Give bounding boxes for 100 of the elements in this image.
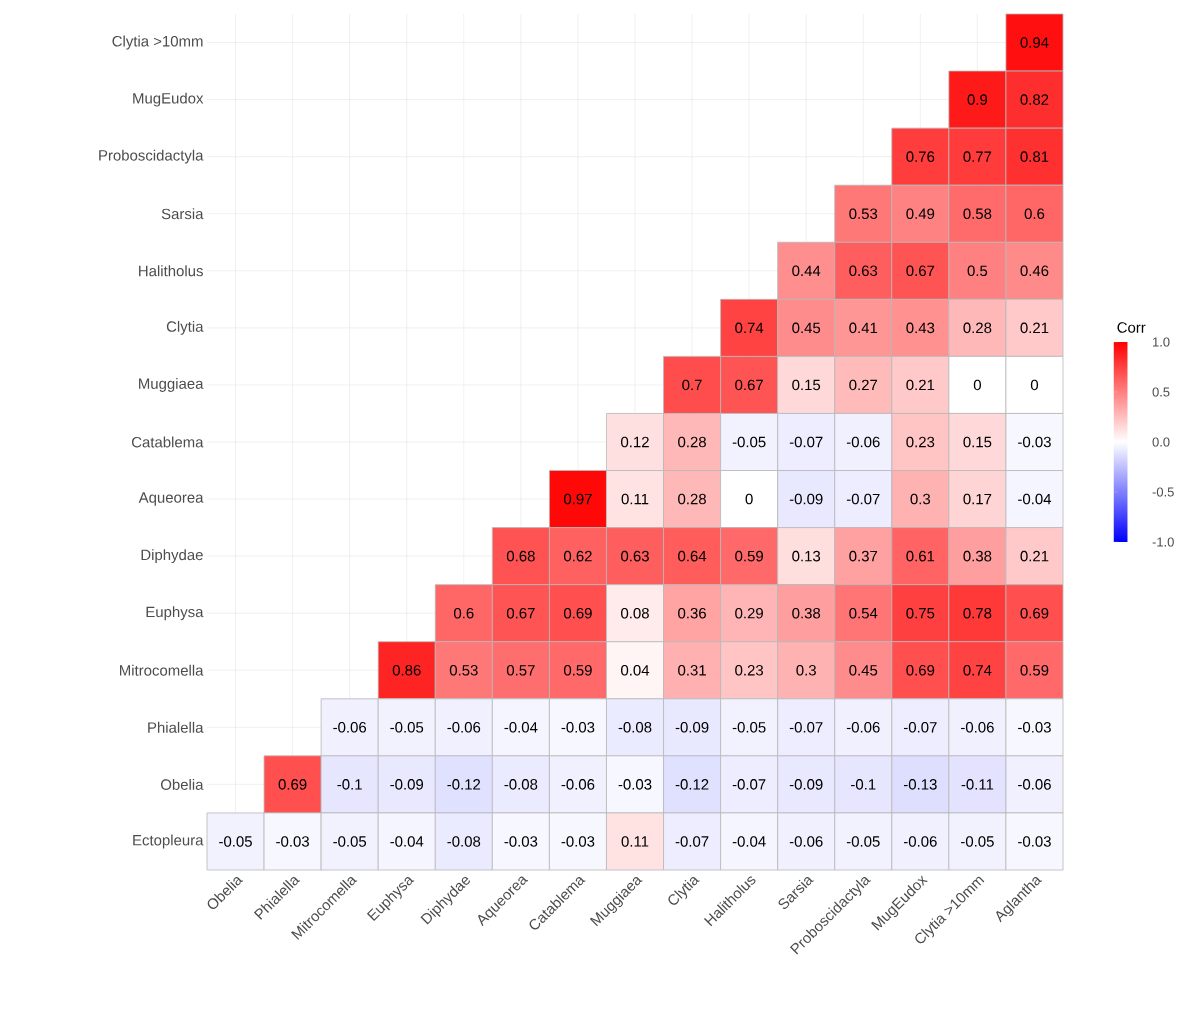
data-label: 0.58 [963, 208, 992, 220]
data-label: 0.11 [621, 493, 649, 505]
y-tick-label: Clytia [166, 320, 204, 335]
y-tick-label: Phialella [148, 721, 204, 733]
data-label: 0.53 [849, 208, 878, 220]
data-label: -0.06 [333, 722, 367, 733]
data-label: -0.07 [789, 722, 823, 733]
data-label: -0.07 [675, 836, 709, 847]
data-label: 0.82 [1020, 94, 1049, 105]
data-label: -0.12 [447, 779, 481, 790]
y-tick-label: Proboscidactyla [99, 149, 204, 164]
data-label: 0.74 [735, 322, 764, 334]
data-label: 0.28 [678, 436, 706, 448]
data-label: -0.1 [337, 779, 362, 790]
data-label: -0.03 [561, 722, 595, 733]
data-label: 0.41 [849, 322, 878, 334]
data-label: -0.07 [789, 436, 823, 448]
data-label: 0 [1030, 379, 1039, 391]
data-label: 0.08 [621, 607, 649, 619]
data-label: 0 [973, 379, 981, 391]
data-label: -0.06 [789, 836, 823, 847]
data-label: 0.59 [563, 664, 592, 676]
data-label: 0.27 [849, 379, 878, 391]
data-label: 0.12 [621, 436, 649, 448]
data-label: -0.09 [789, 493, 823, 505]
data-label: -0.06 [903, 836, 937, 847]
data-label: 0.81 [1020, 151, 1049, 162]
data-label: -0.05 [846, 836, 880, 847]
data-label: 0.49 [906, 208, 935, 220]
data-label: 0.31 [678, 664, 706, 676]
data-label: -0.07 [846, 493, 880, 505]
data-label: -0.06 [846, 722, 880, 733]
data-label: -0.03 [618, 779, 652, 790]
data-label: 0.67 [506, 607, 535, 619]
data-label: -0.05 [732, 722, 766, 733]
data-label: 0.77 [963, 151, 992, 162]
y-tick-label: Ectopleura [133, 834, 204, 849]
data-label: 0.5 [967, 265, 988, 277]
data-label: -0.04 [1018, 493, 1052, 505]
data-label: -0.07 [732, 779, 766, 790]
data-label: 0.54 [849, 607, 878, 619]
data-label: -0.11 [961, 779, 994, 790]
y-tick-label: Mitrocomella [120, 664, 204, 676]
data-label: -0.03 [1018, 836, 1051, 847]
data-label: 0.63 [621, 550, 649, 562]
data-label: 0.3 [796, 664, 816, 676]
y-tick-label: Aqueorea [138, 492, 204, 506]
color-bar-label: 0.0 [1152, 437, 1170, 447]
data-label: -0.06 [846, 436, 880, 448]
data-label: -0.08 [504, 779, 538, 790]
data-label: 0.28 [963, 322, 992, 334]
data-label: 0.21 [1020, 550, 1049, 562]
data-label: -0.12 [675, 779, 709, 790]
data-label: -0.04 [390, 836, 424, 847]
data-label: -0.03 [1018, 722, 1051, 733]
data-label: 0.15 [792, 379, 821, 391]
data-label: 0.21 [1020, 322, 1049, 334]
data-label: 0.46 [1020, 265, 1049, 277]
data-label: 0.69 [906, 664, 935, 676]
data-label: 0.76 [906, 151, 935, 162]
data-label: 0.9 [967, 94, 988, 105]
data-label: 0.69 [278, 779, 307, 790]
color-bar-label: 0.5 [1152, 387, 1170, 397]
data-label: -0.06 [447, 722, 481, 733]
data-label: 0.94 [1020, 37, 1049, 48]
data-label: 0.59 [1020, 664, 1049, 676]
data-label: -0.06 [1018, 779, 1051, 790]
data-label: -0.03 [504, 836, 538, 847]
data-label: 0.64 [678, 550, 707, 562]
color-bar-label: -1.0 [1152, 537, 1174, 547]
data-label: 0.36 [678, 607, 706, 619]
data-label: 0.45 [849, 664, 878, 676]
data-label: 0.15 [963, 436, 992, 448]
data-label: 0 [745, 493, 753, 505]
data-label: -0.03 [561, 836, 595, 847]
data-label: 0.61 [906, 550, 935, 562]
data-label: 0.28 [678, 493, 706, 505]
data-label: 0.59 [735, 550, 763, 562]
data-label: -0.09 [390, 779, 424, 790]
data-label: 0.53 [449, 664, 478, 676]
y-tick-label: Sarsia [161, 208, 204, 220]
data-label: 0.74 [963, 664, 992, 676]
color-bar-title: Corr [1117, 322, 1146, 333]
data-label: -0.04 [732, 836, 766, 847]
data-label: 0.62 [563, 550, 592, 562]
data-label: 0.86 [392, 664, 421, 676]
data-label: 0.04 [621, 664, 650, 676]
data-label: 0.67 [735, 379, 763, 391]
data-label: 0.21 [906, 379, 935, 391]
data-label: -0.05 [219, 836, 252, 847]
data-label: 0.97 [563, 493, 592, 505]
data-label: -0.08 [618, 722, 652, 733]
data-label: 0.38 [792, 607, 821, 619]
data-label: -0.05 [961, 836, 994, 847]
data-label: 0.3 [910, 493, 931, 505]
data-label: 0.7 [682, 379, 702, 391]
data-label: 0.38 [963, 550, 992, 562]
data-label: 0.75 [906, 607, 935, 619]
data-label: 0.13 [792, 550, 821, 562]
data-label: 0.45 [792, 322, 821, 334]
